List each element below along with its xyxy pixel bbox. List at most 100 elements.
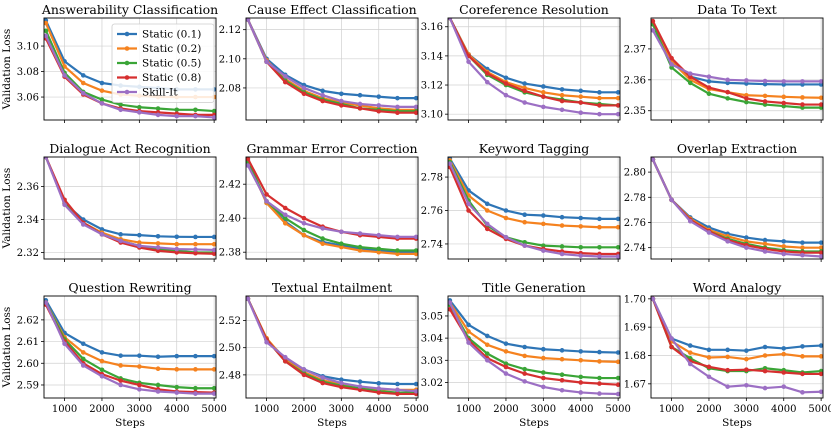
data-point-static-0-2 <box>706 355 712 360</box>
data-point-skill-it <box>395 387 400 393</box>
data-point-skill-it <box>578 110 584 116</box>
data-point-static-0-2 <box>687 350 693 355</box>
data-point-static-0-1 <box>559 87 565 92</box>
data-point-static-0-1 <box>376 381 382 386</box>
x-tick-label: 5000 <box>201 404 226 415</box>
series-line-static-0-5 <box>448 304 619 380</box>
data-point-static-0-5 <box>413 248 418 253</box>
data-point-static-0-1 <box>357 379 363 384</box>
data-point-static-0-1 <box>800 240 805 245</box>
data-point-static-0-1 <box>503 75 509 81</box>
data-point-static-0-8 <box>448 307 453 312</box>
data-point-static-0-2 <box>522 353 527 359</box>
data-point-static-0-1 <box>522 81 527 86</box>
data-point-static-0-8 <box>818 371 823 377</box>
data-point-skill-it <box>301 85 307 91</box>
series-group <box>651 157 823 259</box>
data-point-skill-it <box>246 296 251 302</box>
data-point-skill-it <box>800 390 805 395</box>
series-line-static-0-8 <box>448 18 619 107</box>
data-point-static-0-1 <box>725 347 730 353</box>
data-point-static-0-2 <box>320 241 325 246</box>
legend-label: Static (0.8) <box>142 72 201 84</box>
data-point-static-0-1 <box>193 234 198 240</box>
data-point-static-0-2 <box>559 356 565 362</box>
data-point-static-0-1 <box>744 348 749 353</box>
data-point-static-0-1 <box>466 322 471 328</box>
series-line-static-0-2 <box>44 301 215 371</box>
data-point-skill-it <box>99 101 105 106</box>
series-group <box>44 298 216 396</box>
data-point-static-0-1 <box>559 214 565 220</box>
data-point-static-0-1 <box>615 90 620 95</box>
data-point-skill-it <box>669 197 674 203</box>
data-point-static-0-8 <box>282 205 288 211</box>
data-point-skill-it <box>282 212 288 218</box>
y-tick-label: 2.38 <box>219 248 241 259</box>
legend-box <box>111 23 215 103</box>
series-line-static-0-8 <box>651 298 822 376</box>
data-point-static-0-8 <box>264 192 269 197</box>
y-tick-label: 2.08 <box>219 83 241 94</box>
data-point-skill-it <box>448 300 453 305</box>
data-point-static-0-8 <box>395 110 400 116</box>
series-line-skill-it <box>448 18 619 116</box>
data-point-static-0-5 <box>193 107 198 113</box>
series-line-static-0-1 <box>44 299 215 358</box>
data-point-static-0-1 <box>211 234 216 240</box>
data-point-skill-it <box>466 340 471 345</box>
data-point-static-0-5 <box>541 243 546 248</box>
data-point-skill-it <box>448 161 453 166</box>
legend-item-static-0-1: Static (0.1) <box>117 29 201 41</box>
data-point-static-0-2 <box>597 224 602 230</box>
data-point-static-0-1 <box>211 353 216 359</box>
panel-title: Data To Text <box>697 2 777 17</box>
data-point-static-0-2 <box>155 241 161 246</box>
data-point-skill-it <box>395 234 400 240</box>
data-point-static-0-1 <box>597 216 602 222</box>
data-point-static-0-5 <box>211 385 216 391</box>
y-tick-label: 2.74 <box>421 239 443 250</box>
data-point-static-0-2 <box>800 354 805 359</box>
data-point-static-0-1 <box>541 84 546 89</box>
y-axis-label: Validation Loss <box>1 307 13 389</box>
y-tick-label: 2.40 <box>219 214 241 225</box>
panel-title: Cause Effect Classification <box>247 2 416 17</box>
data-point-skill-it <box>522 100 527 105</box>
data-point-static-0-5 <box>541 370 546 375</box>
data-point-static-0-8 <box>615 382 620 387</box>
data-point-skill-it <box>80 363 86 368</box>
data-point-skill-it <box>725 77 730 83</box>
data-point-static-0-8 <box>669 55 674 61</box>
data-point-static-0-2 <box>541 221 546 227</box>
data-point-skill-it <box>193 391 198 396</box>
series-line-static-0-1 <box>246 298 417 386</box>
series-group <box>651 296 823 395</box>
data-point-skill-it <box>725 239 730 244</box>
data-point-static-0-8 <box>597 381 602 386</box>
data-point-static-0-8 <box>818 250 823 256</box>
plot-frame <box>245 295 419 399</box>
x-tick-label: 4000 <box>366 404 391 415</box>
data-point-static-0-8 <box>781 370 787 375</box>
data-point-static-0-1 <box>578 88 584 94</box>
data-point-skill-it <box>744 382 749 388</box>
data-point-static-0-2 <box>541 90 546 95</box>
data-point-skill-it <box>246 18 251 22</box>
data-point-static-0-2 <box>818 354 823 359</box>
data-point-static-0-8 <box>376 390 382 395</box>
data-point-skill-it <box>137 243 142 249</box>
data-point-static-0-5 <box>597 375 602 381</box>
x-tick-label: 3000 <box>127 404 152 415</box>
legend-marker <box>124 46 130 51</box>
data-point-static-0-1 <box>174 353 180 359</box>
data-point-static-0-8 <box>376 108 382 114</box>
data-point-static-0-8 <box>339 384 344 390</box>
x-tick-label: 3000 <box>734 404 759 415</box>
series-line-static-0-1 <box>651 23 822 86</box>
data-point-static-0-2 <box>800 95 805 100</box>
data-point-skill-it <box>503 92 509 98</box>
data-point-static-0-5 <box>99 97 105 102</box>
data-point-static-0-8 <box>193 250 198 256</box>
series-line-static-0-8 <box>448 308 619 386</box>
